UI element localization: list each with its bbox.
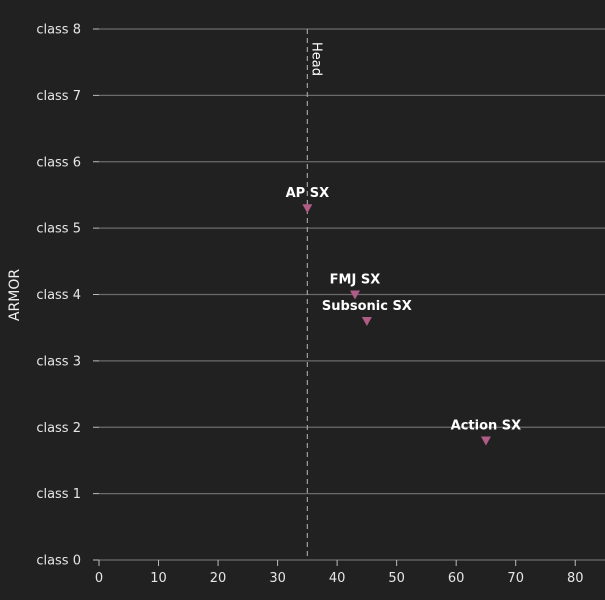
- data-point-marker: [361, 317, 372, 327]
- y-tick-label: class 2: [36, 421, 81, 436]
- x-tick-label: 0: [95, 571, 103, 586]
- y-tick-label: class 5: [36, 222, 81, 237]
- x-tick-label: 40: [329, 571, 346, 586]
- x-tick-label: 10: [150, 571, 167, 586]
- reference-line-group: Head: [306, 29, 323, 560]
- x-tick-label: 60: [448, 571, 465, 586]
- data-point-label: Action SX: [451, 419, 522, 434]
- y-tick-label: class 7: [36, 89, 81, 104]
- y-tick-label: class 8: [36, 23, 81, 38]
- reference-line-label: Head: [308, 42, 323, 76]
- y-tick-label: class 0: [36, 554, 81, 569]
- data-point-marker: [349, 290, 360, 300]
- x-tick-label: 50: [388, 571, 405, 586]
- x-tick-label: 70: [507, 571, 524, 586]
- data-point-label: FMJ SX: [330, 273, 381, 288]
- x-tick-label: 20: [210, 571, 227, 586]
- y-axis-ticks: class 0 class 1 class 2 class 3 class 4 class…: [36, 23, 99, 569]
- data-point-marker: [480, 436, 491, 446]
- data-point-marker: [302, 204, 313, 214]
- data-point-label: Subsonic SX: [322, 299, 412, 314]
- y-tick-label: class 6: [36, 155, 81, 170]
- data-point-label: AP SX: [286, 186, 330, 201]
- x-axis: 0 10 20 30 40 50 60 70 80: [95, 560, 584, 586]
- data-points: AP SX FMJ SX Subsonic SX Action SX: [286, 186, 522, 446]
- y-tick-label: class 3: [36, 354, 81, 369]
- y-axis-title: ARMOR: [7, 269, 23, 321]
- x-tick-label: 30: [269, 571, 286, 586]
- x-tick-label: 80: [567, 571, 584, 586]
- grid-lines: [99, 28, 605, 561]
- y-tick-label: class 1: [36, 487, 81, 502]
- y-tick-label: class 4: [36, 288, 81, 303]
